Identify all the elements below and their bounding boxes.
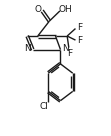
Text: F: F [77,36,82,45]
Text: O: O [34,5,42,14]
Text: OH: OH [58,5,72,14]
Text: Cl: Cl [39,102,48,111]
Text: F: F [67,49,72,58]
Text: N: N [62,44,69,53]
Text: N: N [24,44,31,53]
Text: F: F [77,23,82,32]
